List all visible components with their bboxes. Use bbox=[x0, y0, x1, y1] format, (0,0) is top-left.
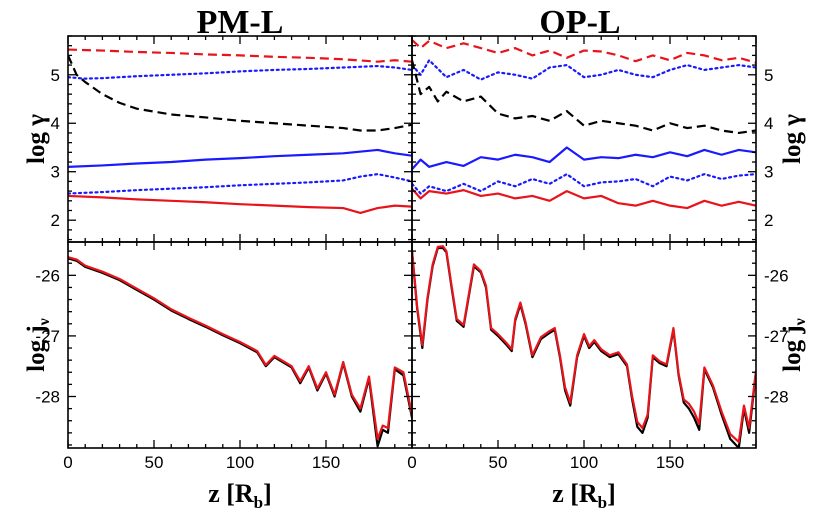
y-tick-label-left: -28 bbox=[35, 388, 60, 407]
y-tick-label-right: 5 bbox=[764, 66, 773, 85]
op-l-bottom-series-red bbox=[412, 245, 756, 444]
x-tick-label: 100 bbox=[226, 453, 254, 472]
plot-lines bbox=[68, 39, 756, 448]
op-l-top-series-red-dashed bbox=[412, 39, 756, 64]
ylabel-left-log-gamma: log γ bbox=[23, 114, 50, 164]
title-right: OP-L bbox=[539, 4, 620, 41]
y-tick-label-right: 3 bbox=[764, 163, 773, 182]
panel-frame-pm-bottom bbox=[67, 241, 413, 449]
pm-l-top-series-red-solid bbox=[68, 194, 412, 215]
op-l-bottom-series-black bbox=[412, 246, 756, 448]
pm-l-top-series-black-dashed bbox=[68, 54, 412, 132]
op-l-top-series-black-dashed bbox=[412, 59, 756, 135]
x-tick-label: 150 bbox=[312, 453, 340, 472]
y-tick-label-left: -26 bbox=[35, 266, 60, 285]
pm-l-bottom-series-red bbox=[68, 256, 412, 441]
xlabel-left: z [Rb] bbox=[208, 479, 272, 512]
ylabel-right-log-gamma: log γ bbox=[779, 114, 806, 164]
panel-frame-op-top bbox=[411, 35, 757, 243]
y-tick-label-right: -28 bbox=[764, 388, 789, 407]
x-tick-label: 50 bbox=[145, 453, 164, 472]
y-tick-label-left: -27 bbox=[35, 327, 60, 346]
op-l-top-series-red-solid bbox=[412, 187, 756, 210]
y-tick-label-right: 2 bbox=[764, 211, 773, 230]
y-tick-label-left: 4 bbox=[51, 114, 60, 133]
x-tick-label: 100 bbox=[570, 453, 598, 472]
pm-l-top-series-blue-solid bbox=[68, 148, 412, 168]
pm-l-top-series-blue-dotted-lower bbox=[68, 173, 412, 195]
x-tick-label: 150 bbox=[656, 453, 684, 472]
op-l-top-series-blue-solid bbox=[412, 146, 756, 171]
op-l-top-series-blue-dotted-upper bbox=[412, 59, 756, 81]
xlabel-right: z [Rb] bbox=[552, 479, 616, 512]
op-l-top-series-blue-dotted-lower bbox=[412, 173, 756, 195]
ylabel-left-log-j: log jν bbox=[23, 318, 53, 372]
pm-l-top-series-red-dashed bbox=[68, 48, 412, 63]
y-tick-label-right: -27 bbox=[764, 327, 789, 346]
x-tick-label: 0 bbox=[63, 453, 72, 472]
title-left: PM-L bbox=[197, 4, 284, 41]
ylabel-right-log-j: log jν bbox=[779, 318, 809, 372]
y-tick-label-left: 2 bbox=[51, 211, 60, 230]
y-tick-label-right: -26 bbox=[764, 266, 789, 285]
y-tick-label-left: 5 bbox=[51, 66, 60, 85]
panel-frame-op-bottom bbox=[411, 241, 757, 449]
x-tick-label: 0 bbox=[407, 453, 416, 472]
y-tick-label-right: 4 bbox=[764, 114, 773, 133]
pm-l-bottom-series-black bbox=[68, 257, 412, 448]
pm-l-top-series-blue-dotted-upper bbox=[68, 64, 412, 80]
x-tick-label: 50 bbox=[489, 453, 508, 472]
y-tick-label-left: 3 bbox=[51, 163, 60, 182]
